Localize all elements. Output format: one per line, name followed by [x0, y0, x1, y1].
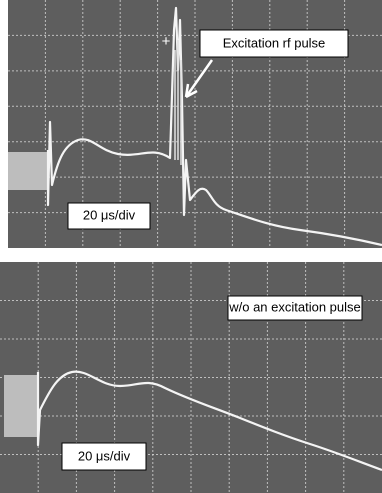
- scale-label: 20 μs/div: [83, 207, 136, 222]
- top-scope: + Excitation rf pulse 20 μs/div: [8, 0, 382, 248]
- annotation: Excitation rf pulse: [223, 35, 326, 50]
- page: + Excitation rf pulse 20 μs/div w/o an e…: [0, 0, 382, 493]
- annotation: w/o an excitation pulse: [228, 299, 361, 314]
- scale-label: 20 μs/div: [78, 448, 131, 463]
- noise-band: [4, 375, 38, 437]
- bottom-scope: w/o an excitation pulse 20 μs/div: [0, 262, 382, 493]
- marker: +: [162, 33, 171, 50]
- noise-band: [8, 152, 48, 190]
- figure: + Excitation rf pulse 20 μs/div w/o an e…: [0, 0, 382, 493]
